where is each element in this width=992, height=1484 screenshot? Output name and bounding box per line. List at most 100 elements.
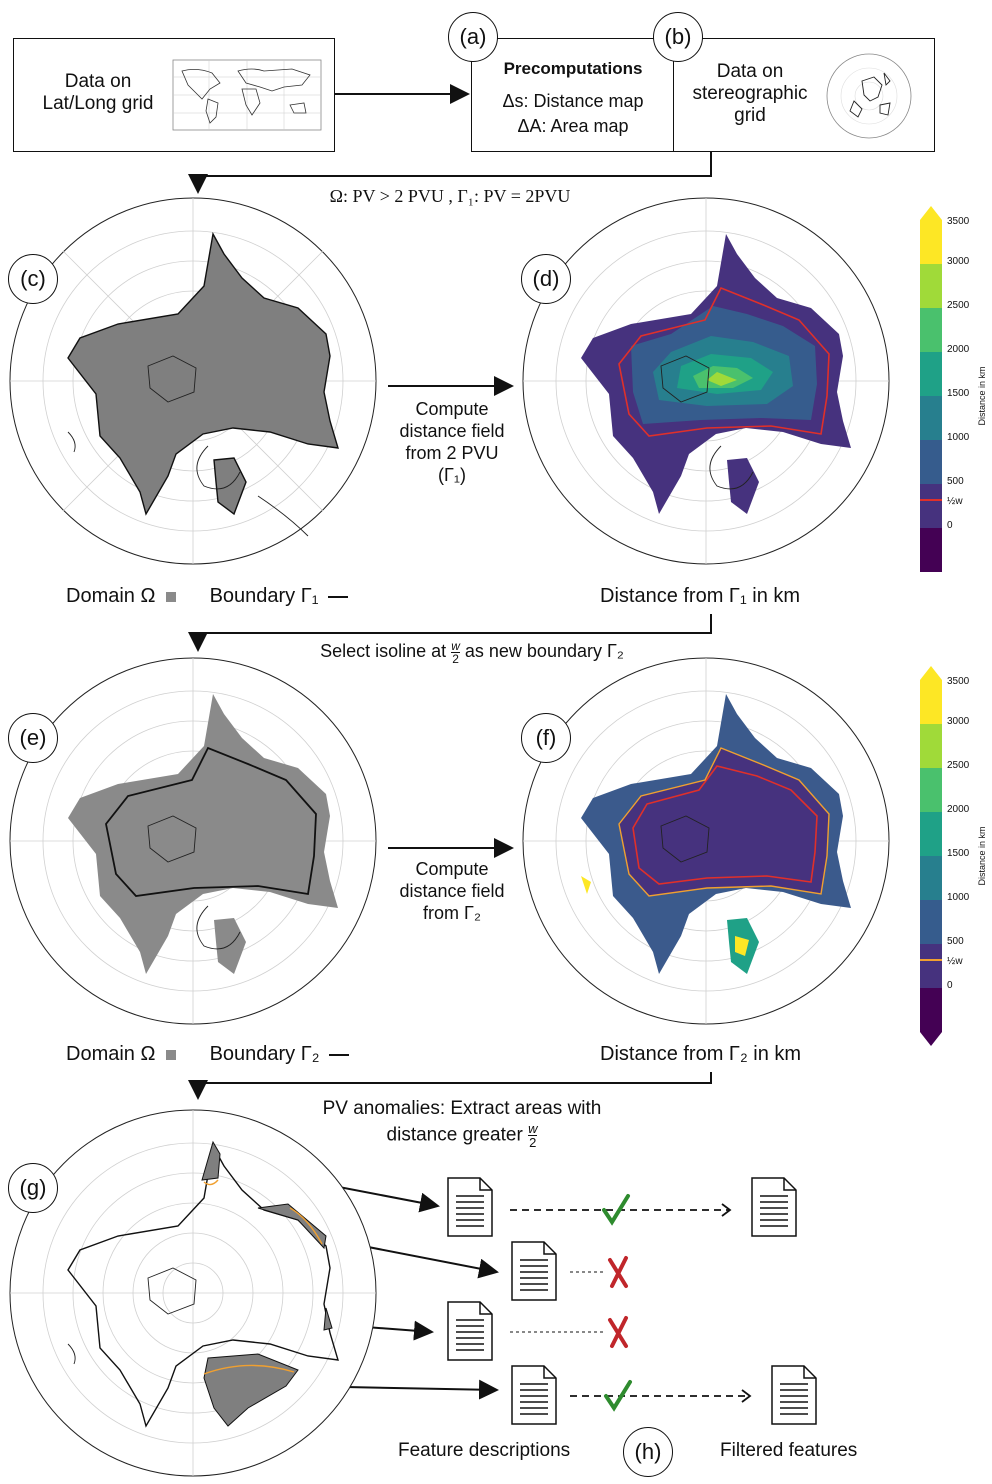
caption-e-boundary: Boundary Γ₂ (209, 1043, 320, 1065)
anomaly-2 (257, 1203, 327, 1250)
check-icon (602, 1194, 630, 1226)
arrow-step1 (188, 152, 712, 194)
compute-distance-text-2: Compute distance field from Γ₂ (399, 859, 505, 923)
feature-flow (447, 1177, 817, 1425)
half-w-isoline (618, 286, 830, 437)
colorbar-segment (920, 528, 942, 572)
cross-stroke (610, 1256, 628, 1288)
step2-pre: Select isoline at (320, 641, 447, 661)
boundary-line-swatch (328, 595, 349, 598)
document-page (447, 1177, 493, 1237)
area-map-label: ΔA: Area map (517, 116, 629, 136)
distance-band-3000 (707, 372, 737, 386)
anomaly-3 (323, 1307, 333, 1331)
colorbar-title: Distance in km (977, 366, 987, 425)
document-fold (479, 1178, 492, 1191)
colorbar-segment (920, 440, 942, 484)
colorbar-extend-top (920, 206, 942, 220)
document-fold (543, 1366, 556, 1379)
caption-f: Distance from Γ₂ in km (600, 1043, 802, 1065)
colorbar-segment (920, 308, 942, 352)
caption-c: Domain Ω Boundary Γ₁ (66, 585, 349, 608)
document-page (511, 1365, 557, 1425)
colorbar-segment (920, 856, 942, 900)
document-fold (543, 1242, 556, 1255)
gamma2-orange (618, 747, 830, 897)
document-icon (447, 1301, 493, 1361)
caption-c-boundary: Boundary Γ₁ (209, 585, 319, 607)
caption-c-domain: Domain Ω (66, 585, 156, 607)
panel-label-c: (c) (8, 254, 58, 304)
panel-label-b: (b) (653, 12, 703, 62)
caption-e-domain: Domain Ω (66, 1043, 156, 1065)
feature-descriptions-label: Feature descriptions (398, 1440, 571, 1461)
cross-icon (608, 1316, 628, 1348)
panel-label-h: (h) (623, 1427, 673, 1477)
boundary-line-swatch-e (329, 1053, 350, 1056)
dashed-arrowhead (721, 1203, 732, 1217)
colorbar-extend-top (920, 666, 942, 680)
colorbar-segment (920, 988, 942, 1032)
colorbar-tick-label: 2500 (947, 760, 970, 771)
input-data-label: Data on Lat/Long grid (42, 71, 154, 114)
fraction-w-half: w 2 (451, 640, 460, 665)
step2-post: as new boundary Γ₂ (464, 641, 624, 661)
colorbar-tick-label: 1000 (947, 892, 970, 903)
check-icon (604, 1380, 632, 1412)
frac-den-2: 2 (529, 1135, 537, 1150)
document-fold (783, 1178, 796, 1191)
panel-label-f: (f) (521, 713, 571, 763)
colorbar-segment (920, 944, 942, 988)
precomputations-box: Precomputations Δs: Distance map ΔA: Are… (471, 38, 675, 152)
polar-map-c (9, 197, 377, 565)
anomaly-4 (203, 1353, 299, 1427)
document-page (511, 1241, 557, 1301)
step3-line2: distance greater (386, 1124, 523, 1146)
colorbar-tick-label: 1500 (947, 388, 970, 399)
colorbar-tick-label: 2000 (947, 344, 970, 355)
caption-e: Domain Ω Boundary Γ₂ (66, 1043, 350, 1066)
step1-text: Ω: PV > 2 PVU , Γ₁: PV = 2PVU (329, 186, 571, 206)
colorbar-tick-label: 1000 (947, 432, 970, 443)
polar-map-f (522, 657, 890, 1025)
arrow-step2 (188, 614, 712, 652)
colorbar-tick-label: 2000 (947, 804, 970, 815)
polar-map-e (9, 657, 377, 1025)
polar-map-d (522, 197, 890, 565)
input-data-box: Data on Lat/Long grid (13, 38, 335, 152)
boundary-gamma2 (105, 746, 317, 897)
document-fold (803, 1366, 816, 1379)
dashed-arrowhead (741, 1389, 752, 1403)
stereographic-data-label: Data on stereographic grid (692, 61, 808, 126)
colorbar-d: 3500 3000 2500 2000 1500 1000 500 0 ½w Distance i… (920, 206, 987, 572)
domain-omega-shape-e (68, 694, 338, 974)
document-icon (751, 1177, 797, 1237)
colorbar-segment (920, 768, 942, 812)
colorbar-tick-label: 3000 (947, 716, 970, 727)
colorbar-tick-label: 2500 (947, 300, 970, 311)
colorbar-half-w-label: ½w (947, 956, 963, 967)
colorbar-segment (920, 352, 942, 396)
colorbar-title: Distance in km (977, 826, 987, 885)
stereo-map-thumbnail (826, 53, 912, 139)
precomputations-title: Precomputations (503, 59, 643, 78)
cross-stroke (610, 1316, 628, 1348)
step2-text: Select isoline at w 2 as new boundary Γ₂ (262, 638, 682, 665)
colorbar-tick-label: 3500 (947, 676, 970, 687)
stereographic-data-box: Data on stereographic grid (673, 38, 935, 152)
colorbar-tick-label: 500 (947, 936, 964, 947)
half-w-isoline-f (632, 765, 818, 885)
filtered-features-label: Filtered features (720, 1440, 858, 1461)
document-icon (447, 1177, 493, 1237)
colorbar-segment (920, 812, 942, 856)
colorbar-segment (920, 900, 942, 944)
colorbar-tick-label: 1500 (947, 848, 970, 859)
colorbar-half-w-label: ½w (947, 496, 963, 507)
panel-label-d: (d) (521, 254, 571, 304)
colorbar-extend-bottom (920, 1032, 942, 1046)
arrow-step3 (188, 1072, 712, 1100)
document-page (771, 1365, 817, 1425)
cross-icon (608, 1256, 628, 1288)
document-icon (511, 1241, 557, 1301)
colorbar-f: 3500 3000 2500 2000 1500 1000 500 0 ½w Distance i… (920, 666, 987, 1046)
